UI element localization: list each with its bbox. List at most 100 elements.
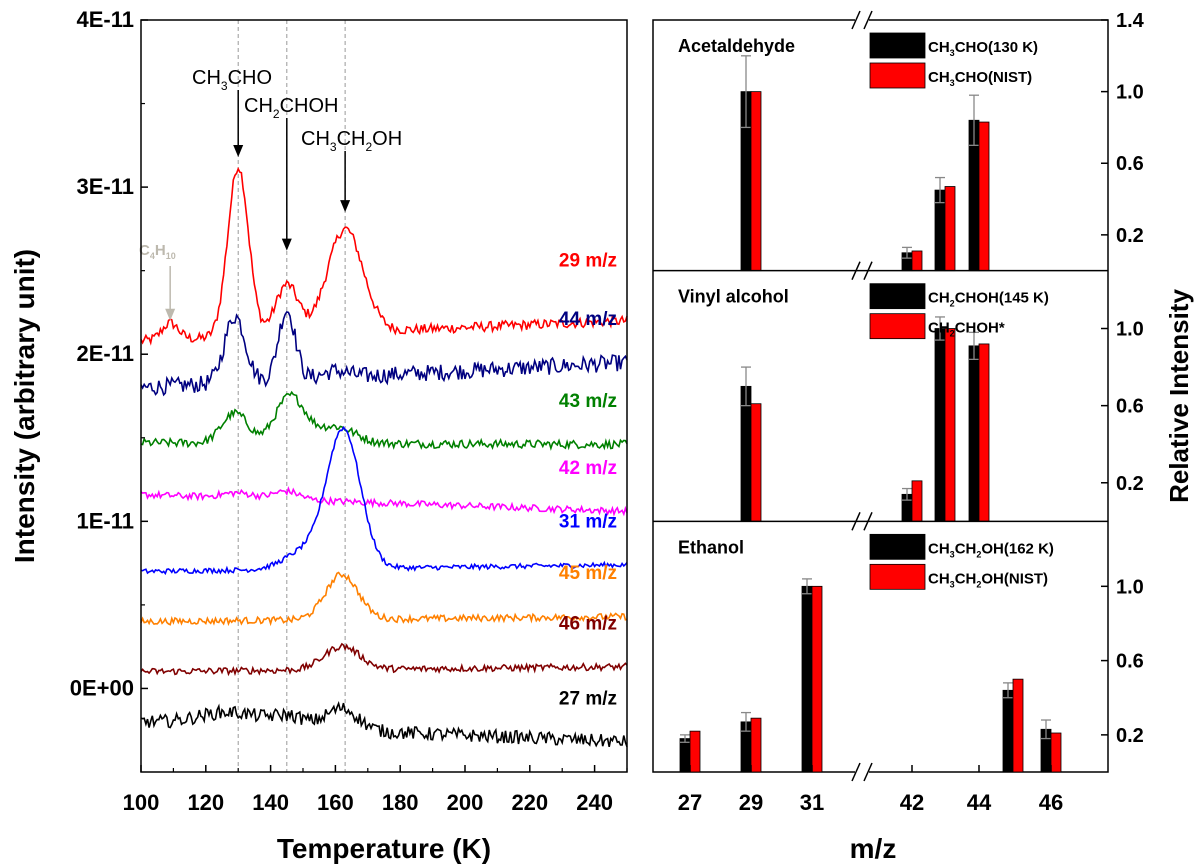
legend-swatch <box>869 563 926 590</box>
bar-reference <box>978 121 990 272</box>
right-x-tick-label: 27 <box>678 790 702 815</box>
label-part: CHOH(145 K) <box>955 290 1049 307</box>
bar-measured <box>968 345 980 522</box>
series-label: 46 m/z <box>559 613 617 634</box>
bar-reference <box>1012 678 1024 773</box>
label-part: CH <box>928 320 950 337</box>
legend-label: CH3CHO(130 K) <box>928 39 1038 58</box>
right-x-tick-label: 42 <box>900 790 924 815</box>
label-part: 4 <box>150 251 155 261</box>
axis-break-mark <box>851 762 861 782</box>
x-tick-label: 160 <box>317 790 354 815</box>
bar-measured <box>740 385 752 522</box>
right-plot-frame <box>652 19 1109 773</box>
y-tick-label: 0E+00 <box>70 675 134 700</box>
label-part: 2 <box>273 107 280 121</box>
x-tick-label: 200 <box>447 790 484 815</box>
annotation-arrow-head <box>281 238 292 251</box>
peak-annotation: CH3CHO <box>192 67 272 93</box>
label-part: 10 <box>166 251 176 261</box>
label-part: OH <box>372 128 402 150</box>
label-part: CH <box>955 570 977 587</box>
bar-reference <box>944 328 956 522</box>
panel-title: Acetaldehyde <box>678 36 795 56</box>
peak-annotation: C4H10 <box>139 242 176 261</box>
label-part: 2 <box>950 299 955 309</box>
legend-label: CH2CHOH* <box>928 320 1005 339</box>
right-y-tick-label: 1.0 <box>1116 319 1144 341</box>
label-part: CHOH* <box>955 320 1005 337</box>
label-part: CHO <box>228 67 272 89</box>
panel-title: Ethanol <box>678 537 744 557</box>
label-part: 3 <box>950 48 955 58</box>
legend-swatch <box>869 62 926 89</box>
axis-break-mark <box>863 10 873 30</box>
label-part: C <box>139 242 150 259</box>
label-part: CH <box>928 540 950 557</box>
label-part: OH(NIST) <box>981 570 1048 587</box>
bar-reference <box>1050 732 1062 773</box>
x-tick-label: 140 <box>252 790 289 815</box>
right-x-axis-title: m/z <box>850 833 897 864</box>
series-label: 42 m/z <box>559 458 617 479</box>
bar-reference <box>750 403 762 522</box>
x-tick-label: 120 <box>187 790 224 815</box>
x-tick-label: 240 <box>576 790 613 815</box>
label-part: CH <box>928 290 950 307</box>
y-axis-title: Intensity (arbitrary unit) <box>9 249 40 563</box>
right-y-tick-label: 0.2 <box>1116 225 1144 247</box>
right-y-tick-label: 1.4 <box>1116 10 1145 32</box>
bar-measured <box>934 328 946 522</box>
label-part: 3 <box>950 78 955 88</box>
legend-label: CH2CHOH(145 K) <box>928 290 1049 309</box>
label-part: 3 <box>950 579 955 589</box>
right-y-tick-label: 1.0 <box>1116 576 1144 598</box>
label-part: CH <box>301 128 330 150</box>
peak-annotation: CH2CHOH <box>244 95 338 121</box>
series-line-43-m-z <box>140 390 628 451</box>
label-part: 3 <box>330 140 337 154</box>
right-x-tick-label: 29 <box>739 790 763 815</box>
right-x-tick-label: 44 <box>967 790 992 815</box>
label-part: 2 <box>950 329 955 339</box>
label-part: CH <box>244 95 273 117</box>
bar-reference <box>978 343 990 522</box>
right-y-tick-label: 0.6 <box>1116 651 1144 673</box>
y-tick-label: 2E-11 <box>77 341 135 366</box>
bar-reference <box>689 730 701 773</box>
bar-reference <box>911 480 923 522</box>
series-label: 31 m/z <box>559 511 617 532</box>
right-y-tick-label: 0.6 <box>1116 153 1144 175</box>
bar-reference <box>750 91 762 272</box>
series-line-31-m-z <box>140 425 628 576</box>
label-part: 2 <box>976 579 981 589</box>
label-part: H <box>155 242 166 259</box>
bar-reference <box>944 186 956 272</box>
right-y-tick-label: 0.2 <box>1116 473 1144 495</box>
bar-measured <box>679 738 691 773</box>
series-label: 43 m/z <box>559 391 617 412</box>
legend-label: CH3CH2OH(NIST) <box>928 570 1048 589</box>
series-line-29-m-z <box>140 166 628 346</box>
series-line-44-m-z <box>140 310 628 397</box>
bar-reference <box>750 717 762 773</box>
right-y-tick-label: 0.6 <box>1116 396 1144 418</box>
axis-break-gap <box>855 762 869 782</box>
right-x-tick-label: 46 <box>1039 790 1063 815</box>
label-part: 3 <box>221 79 228 93</box>
axis-break-mark <box>863 762 873 782</box>
x-tick-label: 100 <box>123 790 160 815</box>
right-y-axis-title: Relative Intensity <box>1164 289 1194 503</box>
panel-title: Vinyl alcohol <box>678 287 789 307</box>
series-label: 45 m/z <box>559 563 617 584</box>
x-tick-label: 180 <box>382 790 419 815</box>
series-label: 27 m/z <box>559 688 617 709</box>
series-label: 29 m/z <box>559 251 617 272</box>
legend-swatch <box>869 32 926 59</box>
x-axis-title: Temperature (K) <box>277 833 491 864</box>
annotation-arrow-head <box>340 200 351 213</box>
legend-label: CH3CHO(NIST) <box>928 69 1032 88</box>
legend-label: CH3CH2OH(162 K) <box>928 540 1054 559</box>
right-y-tick-label: 0.2 <box>1116 725 1144 747</box>
